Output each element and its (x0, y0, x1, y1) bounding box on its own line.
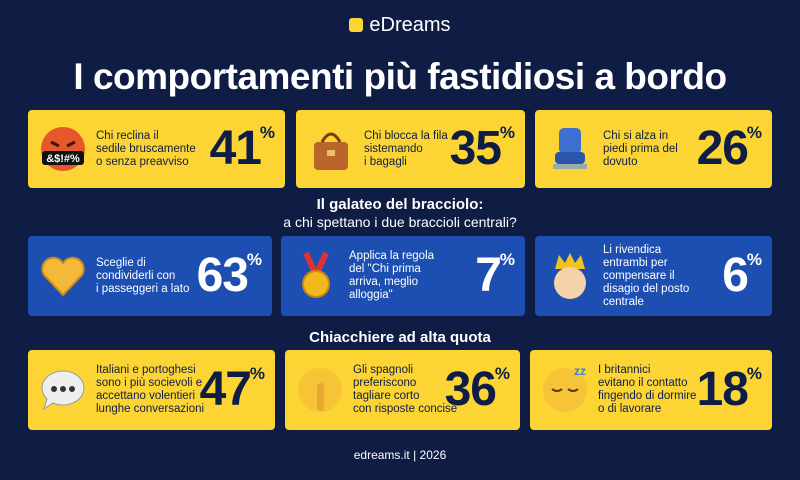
percent-value: 26 (696, 122, 749, 175)
card-text: Chi blocca la fila sistemando i bagagli (364, 130, 448, 169)
text-line: evitano il contatto (598, 377, 688, 389)
percent-value: 47 (199, 363, 252, 416)
card-text: Chi reclina il sedile bruscamente o senza … (96, 130, 196, 169)
percent-unit: % (746, 364, 762, 383)
card: zz I britannici evitano il contatto fingend… (530, 350, 772, 430)
emoji-icon (302, 251, 330, 298)
text-line: I britannici (598, 364, 651, 376)
card: Gli spagnoli preferiscono tagliare corto co… (285, 350, 520, 430)
percent-value: 6 (722, 249, 749, 302)
emoji-icon (314, 132, 348, 170)
percent-unit: % (494, 364, 510, 383)
text-line: i passeggeri a lato (96, 282, 190, 295)
percent-value: 41 (209, 122, 262, 175)
text-line: disagio del posto (603, 282, 690, 295)
card: Sceglie di condividerli con i passeggeri a… (28, 236, 272, 316)
text-line: o senza preavviso (96, 155, 189, 168)
text-line: Chi si alza in (603, 129, 669, 142)
text-line: lunghe conversazioni (96, 403, 205, 415)
card: Chi si alza in piedi prima del dovuto 26% (535, 110, 772, 188)
card: Chi blocca la fila sistemando i bagagli 35% (296, 110, 525, 188)
text-line: entrambi per (603, 256, 668, 269)
card-text: Italiani e portoghesi sono i più socievol… (96, 364, 204, 416)
section-heading: Il galateo del bracciolo: (316, 196, 484, 213)
percent-unit: % (246, 250, 262, 269)
text-line: dovuto (603, 155, 638, 168)
card: Italiani e portoghesi sono i più socievol… (28, 350, 275, 430)
card-text: Sceglie di condividerli con i passeggeri a… (96, 257, 189, 296)
card-text: Li rivendica entrambi per compensare il dis… (603, 244, 689, 309)
text-line: centrale (603, 295, 644, 308)
text-line: sedile bruscamente (96, 142, 196, 155)
emoji-icon (298, 368, 342, 412)
text-line: Li rivendica (603, 243, 662, 256)
percent-value: 36 (444, 363, 497, 416)
text-line: del "Chi prima (349, 263, 421, 275)
card: &$!#% Chi reclina il sedile bruscamente o s… (28, 110, 285, 188)
text-line: tagliare corto (353, 390, 420, 402)
text-line: Italiani e portoghesi (96, 364, 196, 376)
text-line: preferiscono (353, 377, 417, 389)
card-text: Gli spagnoli preferiscono tagliare corto co… (353, 364, 457, 416)
emoji-icon: &$!#% (41, 127, 85, 171)
emoji-icon (41, 256, 85, 297)
icon-text: &$!#% (46, 153, 80, 165)
text-line: Sceglie di (96, 256, 146, 269)
text-line: compensare il (603, 269, 675, 282)
text-line: con risposte concise (353, 403, 458, 415)
emoji-icon (41, 370, 85, 411)
percent-unit: % (746, 123, 762, 142)
percent-unit: % (499, 250, 515, 269)
percent-value: 63 (196, 249, 249, 302)
section-heading: Chiacchiere ad alta quota (309, 329, 491, 346)
text-line: sistemando (364, 142, 423, 155)
text-line: accettano volentieri (96, 390, 196, 402)
percent-unit: % (249, 364, 265, 383)
text-line: fingendo di dormire (598, 390, 697, 402)
text-line: i bagagli (364, 155, 407, 168)
text-line: alloggia" (349, 289, 393, 301)
text-line: Applica la regola (349, 250, 435, 262)
logo-text: eDreams (369, 14, 451, 36)
text-line: Chi blocca la fila (364, 129, 448, 142)
percent-unit: % (499, 123, 515, 142)
text-line: Gli spagnoli (353, 364, 414, 376)
text-line: arriva, meglio (349, 276, 419, 288)
percent-value: 35 (449, 122, 502, 175)
card: Applica la regola del "Chi prima arriva, m… (281, 236, 525, 316)
text-line: sono i più socievoli e (96, 377, 203, 389)
text-line: piedi prima del (603, 142, 678, 155)
section-subheading: a chi spettano i due braccioli centrali? (283, 214, 517, 230)
text-line: o di lavorare (598, 403, 662, 415)
title: I comportamenti più fastidiosi a bordo (73, 56, 727, 97)
card: Li rivendica entrambi per compensare il dis… (535, 236, 772, 316)
text-line: condividerli con (96, 269, 176, 282)
card-text: I britannici evitano il contatto fingendo … (598, 364, 696, 416)
card-text: Chi si alza in piedi prima del dovuto (603, 130, 678, 169)
percent-unit: % (746, 250, 762, 269)
emoji-icon (553, 128, 587, 169)
text-line: Chi reclina il (96, 129, 159, 142)
percent-unit: % (259, 123, 275, 142)
logo: eDreams (0, 14, 800, 37)
svg-text:zz: zz (574, 365, 586, 378)
percent-value: 18 (696, 363, 749, 416)
emoji-icon: zz (543, 365, 587, 412)
card-text: Applica la regola del "Chi prima arriva, m… (349, 250, 434, 302)
footer: edreams.it | 2026 (353, 448, 447, 462)
emoji-icon (554, 253, 586, 299)
percent-value: 7 (475, 249, 502, 302)
